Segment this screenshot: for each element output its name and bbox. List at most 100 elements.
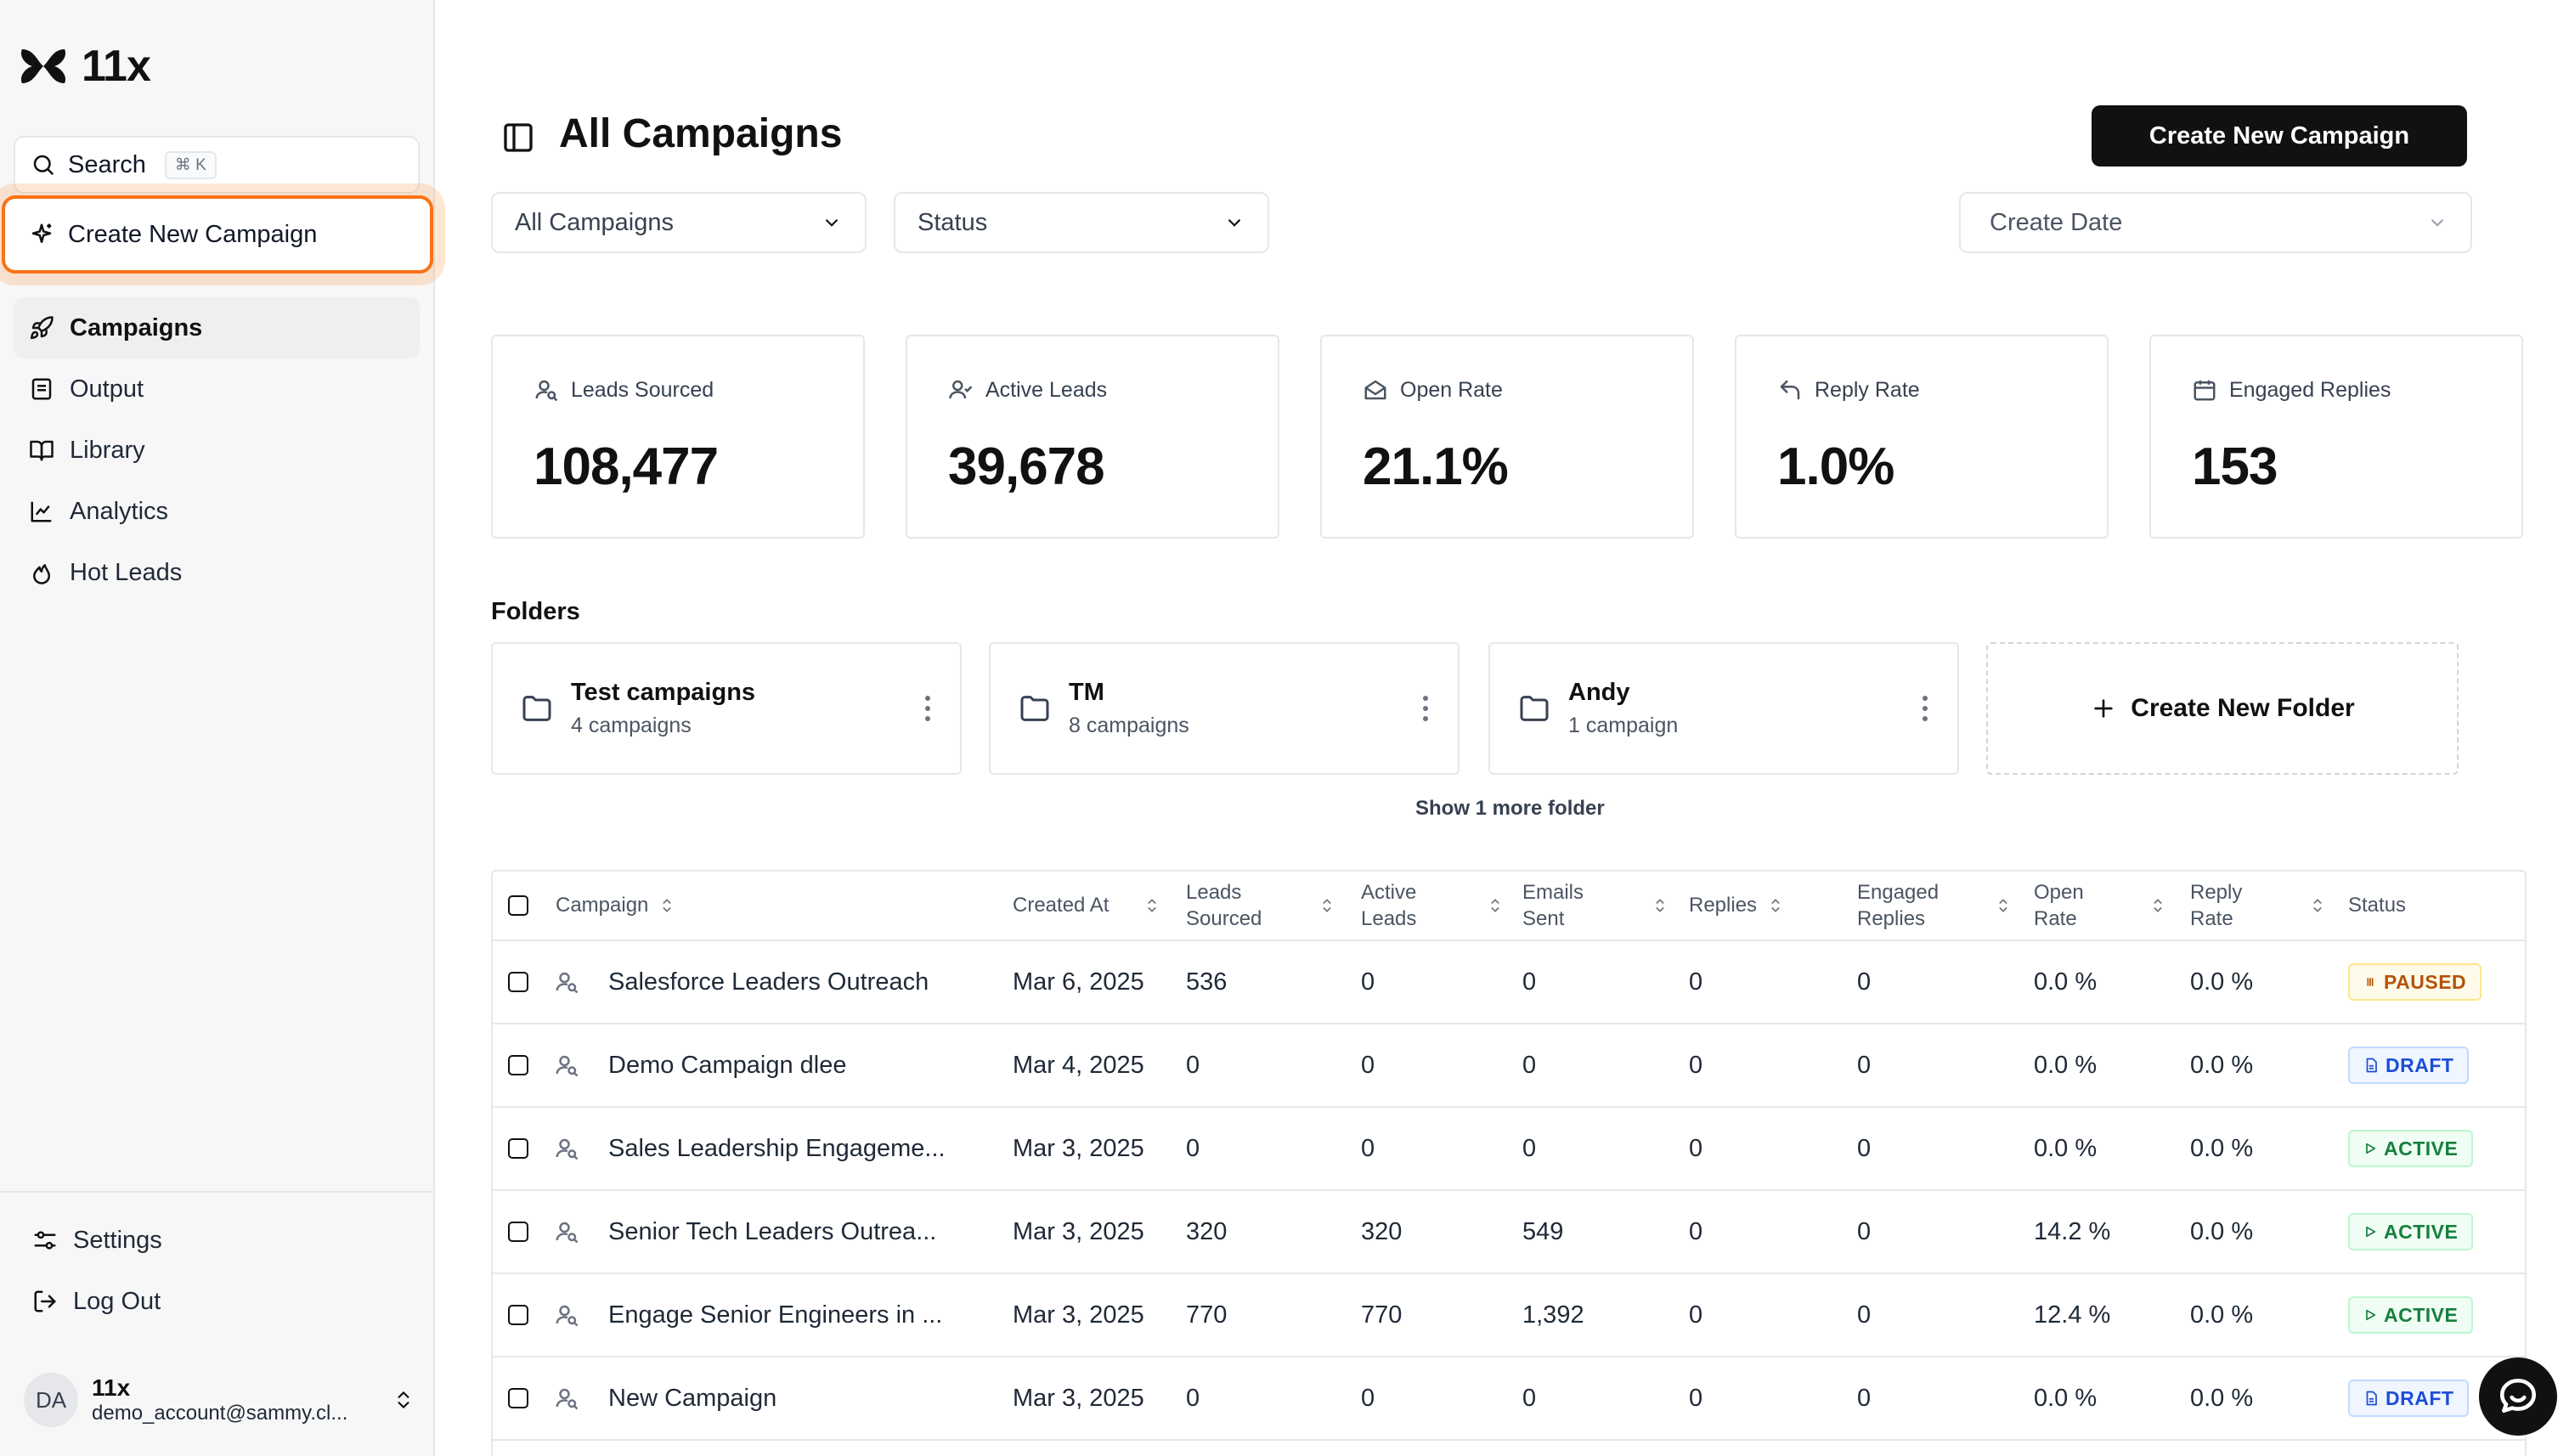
column-created-at[interactable]: Created At	[1013, 872, 1160, 940]
app-logo[interactable]: 11x	[17, 41, 151, 92]
chevron-down-icon	[1228, 218, 1241, 227]
folders-heading: Folders	[491, 598, 580, 625]
stat-value: 153	[2192, 437, 2278, 496]
select-all-checkbox[interactable]	[508, 872, 528, 940]
sidebar-item-logout[interactable]: Log Out	[17, 1271, 416, 1332]
campaigns-table: Campaign Created At Leads Sourced Active L…	[491, 870, 2527, 1456]
more-vertical-icon[interactable]	[1420, 693, 1431, 724]
sidebar-item-library[interactable]: Library	[14, 420, 420, 481]
cell-active: 0	[1361, 1384, 1375, 1412]
campaign-name-link[interactable]: Senior Tech Leaders Outrea...	[608, 1217, 937, 1245]
column-label: Campaign	[556, 894, 649, 917]
campaign-name-link[interactable]: Salesforce Leaders Outreach	[608, 968, 929, 996]
create-campaign-button[interactable]: Create New Campaign	[2092, 105, 2467, 166]
row-checkbox[interactable]	[508, 1024, 528, 1106]
cell-open-rate: 0.0 %	[2034, 968, 2098, 996]
table-row[interactable]: Demo Campaign dlee Mar 4, 2025 0 0 0 0 0 0.0 % 0…	[493, 1024, 2525, 1108]
column-replies[interactable]: Replies	[1689, 872, 1816, 940]
create-campaign-sidebar-button[interactable]: Create New Campaign	[2, 195, 433, 274]
column-campaign[interactable]: Campaign	[556, 872, 768, 940]
campaign-filter-value: All Campaigns	[515, 208, 674, 236]
create-date-select[interactable]: Create Date	[1959, 192, 2472, 253]
row-checkbox[interactable]	[508, 1191, 528, 1273]
sidebar-item-output[interactable]: Output	[14, 358, 420, 420]
show-more-folders-link[interactable]: Show 1 more folder	[1415, 797, 1605, 820]
sidebar-item-campaigns[interactable]: Campaigns	[14, 297, 420, 358]
stat-label: Reply Rate	[1815, 377, 1920, 402]
column-reply-rate[interactable]: Reply Rate	[2190, 872, 2326, 940]
toggle-sidebar-button[interactable]	[501, 121, 535, 155]
table-row[interactable]: Sales Leadership Engageme... Mar 3, 2025 0…	[493, 1108, 2525, 1191]
campaign-name-link[interactable]: Engage Senior Engineers in ...	[608, 1301, 943, 1329]
table-row[interactable]: Salesforce Leaders Outreach Mar 6, 2025 53…	[493, 941, 2525, 1024]
column-leads-sourced[interactable]: Leads Sourced	[1186, 872, 1335, 940]
campaign-name-link[interactable]: Demo Campaign dlee	[608, 1051, 847, 1079]
folder-count: 1 campaign	[1568, 714, 1679, 737]
cell-active: 0	[1361, 1134, 1375, 1162]
search-input[interactable]: Search ⌘ K	[14, 136, 420, 194]
folder-card[interactable]: Andy 1 campaign	[1488, 642, 1959, 775]
plus-icon	[2094, 699, 2113, 718]
sort-icon	[1771, 899, 1780, 912]
user-search-icon	[556, 1305, 579, 1327]
column-label: Rate	[2190, 907, 2233, 930]
play-icon	[2366, 1226, 2376, 1238]
mail-open-icon	[1364, 380, 1386, 400]
cell-engaged: 0	[1857, 1384, 1872, 1412]
user-check-icon	[949, 380, 973, 399]
table-row[interactable]: Engage Senior Engineers in ... Mar 3, 202…	[493, 1274, 2525, 1357]
more-vertical-icon[interactable]	[1920, 693, 1930, 724]
column-label: Reply	[2190, 880, 2243, 904]
cell-reply-rate: 0.0 %	[2190, 1384, 2254, 1412]
stat-card-leads-sourced: Leads Sourced 108,477	[491, 335, 865, 539]
cell-replies: 0	[1689, 1134, 1703, 1162]
user-menu[interactable]: DA 11x demo_account@sammy.cl...	[24, 1366, 415, 1434]
search-shortcut: ⌘ K	[164, 150, 217, 179]
status-filter-value: Status	[918, 208, 988, 236]
status-filter-select[interactable]: Status	[894, 192, 1269, 253]
output-icon	[31, 378, 52, 400]
folder-name: TM	[1069, 679, 1104, 706]
sidebar-item-settings[interactable]: Settings	[17, 1210, 416, 1271]
row-checkbox[interactable]	[508, 1274, 528, 1356]
book-icon	[30, 440, 54, 461]
row-checkbox[interactable]	[508, 941, 528, 1023]
column-active-leads[interactable]: Active Leads	[1361, 872, 1504, 940]
logo-mark-icon	[20, 49, 66, 83]
play-icon	[2366, 1143, 2376, 1154]
chart-icon	[31, 501, 52, 522]
column-open-rate[interactable]: Open Rate	[2034, 872, 2166, 940]
folder-icon	[1520, 696, 1549, 721]
status-badge-pill: DRAFT	[2348, 1380, 2470, 1417]
column-label: Sourced	[1186, 907, 1262, 930]
folder-card[interactable]: TM 8 campaigns	[989, 642, 1460, 775]
row-checkbox[interactable]	[508, 1108, 528, 1189]
table-row[interactable]: New Campaign Mar 3, 2025 0 0 0 0 0 0.0 % 0.0 % DR…	[493, 1357, 2525, 1441]
sidebar-item-analytics[interactable]: Analytics	[14, 481, 420, 542]
sidebar-item-hot-leads[interactable]: Hot Leads	[14, 542, 420, 603]
chat-icon	[2499, 1378, 2537, 1413]
panel-left-icon	[504, 123, 533, 152]
sidebar-item-label: Output	[70, 375, 144, 403]
sidebar-item-label: Analytics	[70, 497, 169, 525]
create-folder-button[interactable]: Create New Folder	[1986, 642, 2459, 775]
table-row[interactable]: Senior Tech Leaders Outrea... Mar 3, 2025…	[493, 1191, 2525, 1274]
row-checkbox[interactable]	[508, 1357, 528, 1439]
cell-leads: 320	[1186, 1217, 1228, 1245]
folder-card[interactable]: Test campaigns 4 campaigns	[491, 642, 962, 775]
chat-support-button[interactable]	[2479, 1357, 2557, 1436]
column-engaged-replies[interactable]: Engaged Replies	[1857, 872, 2012, 940]
create-date-value: Create Date	[1990, 208, 2123, 236]
cell-created: Mar 3, 2025	[1013, 1301, 1144, 1329]
column-emails-sent[interactable]: Emails Sent	[1522, 872, 1668, 940]
sidebar-item-label: Campaigns	[70, 313, 203, 341]
campaign-name-link[interactable]: Sales Leadership Engageme...	[608, 1134, 946, 1162]
campaign-name-link[interactable]: New Campaign	[608, 1384, 777, 1412]
column-label: Engaged	[1857, 880, 1939, 904]
more-vertical-icon[interactable]	[923, 693, 933, 724]
cell-active: 320	[1361, 1217, 1403, 1245]
campaign-filter-select[interactable]: All Campaigns	[491, 192, 867, 253]
column-label: Leads	[1186, 880, 1242, 904]
calendar-icon	[2194, 380, 2216, 401]
status-badge-label: DRAFT	[2386, 1053, 2454, 1076]
